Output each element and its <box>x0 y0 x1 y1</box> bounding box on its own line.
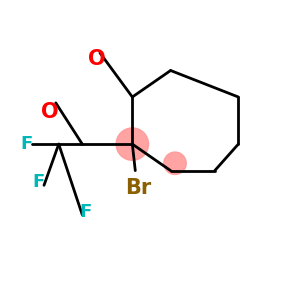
Text: O: O <box>88 49 106 69</box>
Circle shape <box>116 128 148 160</box>
Text: Br: Br <box>125 178 151 198</box>
Text: F: F <box>32 173 44 191</box>
Text: F: F <box>20 135 32 153</box>
Circle shape <box>164 152 186 174</box>
Text: F: F <box>79 203 91 221</box>
Text: O: O <box>41 102 59 122</box>
